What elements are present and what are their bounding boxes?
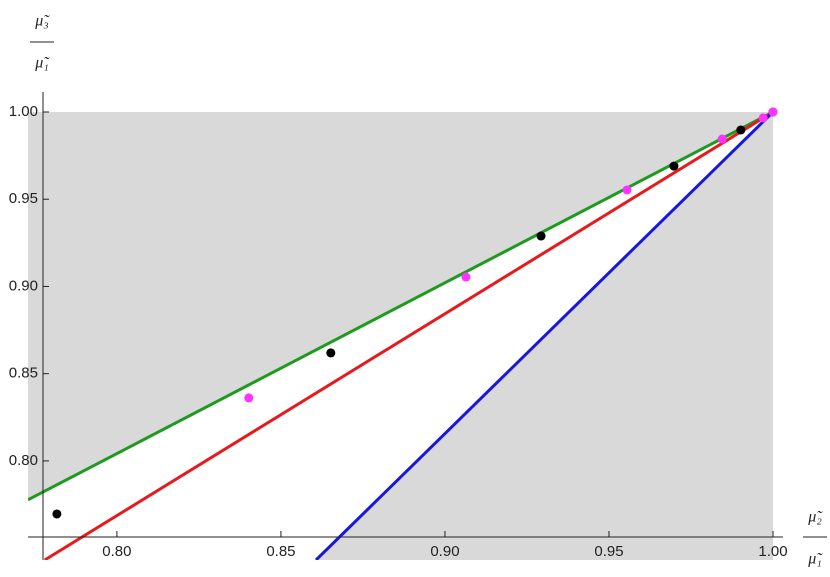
point (717, 134, 727, 144)
x-tick-label: 0.90 (430, 543, 459, 560)
point (758, 113, 768, 123)
point (326, 348, 336, 358)
y-tick-label: 0.90 (9, 277, 38, 294)
y-tick-label: 0.95 (9, 190, 38, 207)
line (314, 112, 773, 560)
x-tick-label: 0.80 (102, 543, 131, 560)
x-label-denominator: μ̃₁ (807, 551, 823, 568)
y-label-numerator: μ̃₃ (34, 13, 50, 30)
x-tick-label: 0.95 (594, 543, 623, 560)
x-tick-label: 1.00 (758, 543, 787, 560)
point (461, 272, 471, 282)
line (28, 112, 773, 502)
point (736, 125, 746, 135)
point (536, 231, 546, 241)
y-label-denominator: μ̃₁ (34, 55, 50, 72)
x-tick-label: 0.85 (266, 543, 295, 560)
y-tick-label: 0.80 (9, 452, 38, 469)
point (669, 161, 679, 171)
y-tick-label: 0.85 (9, 365, 38, 382)
point (52, 509, 62, 519)
unshaded-region (28, 112, 773, 560)
line (43, 112, 773, 560)
point (244, 393, 254, 403)
point (768, 107, 778, 117)
point (622, 185, 632, 195)
x-label-numerator: μ̃₂ (807, 509, 823, 526)
y-tick-label: 1.00 (9, 103, 38, 120)
